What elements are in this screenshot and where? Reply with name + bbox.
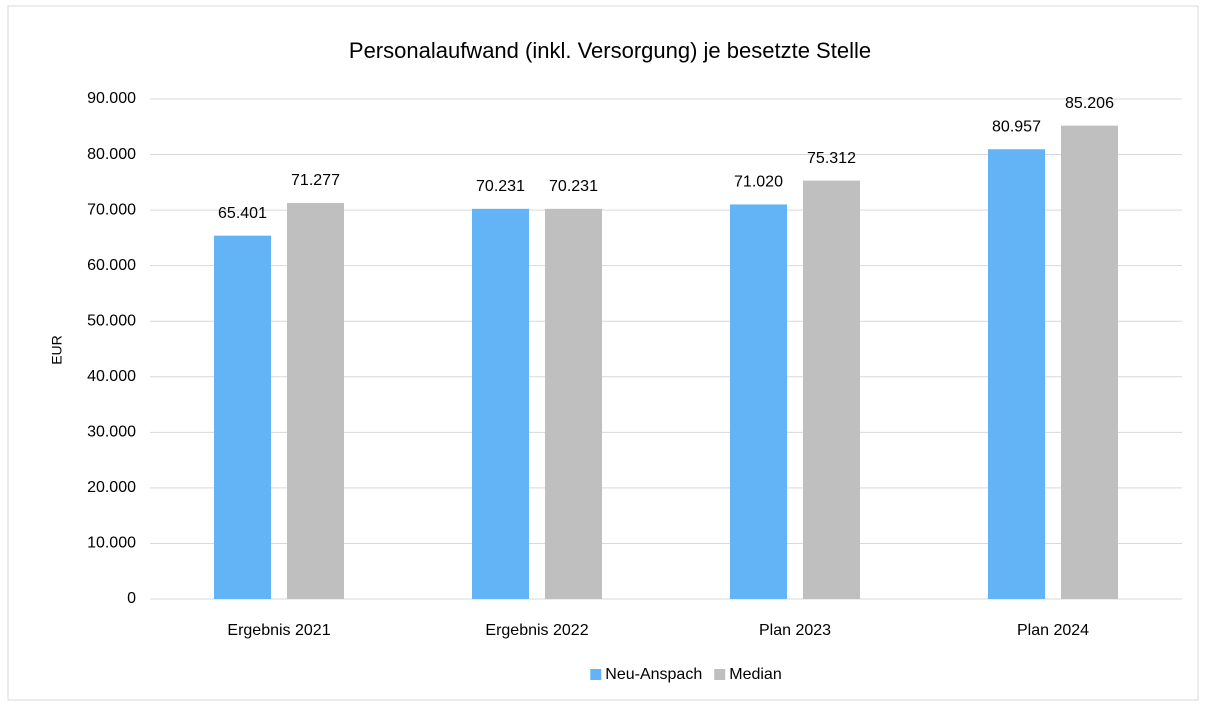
- legend-label: Median: [729, 666, 781, 683]
- x-tick-label: Ergebnis 2021: [227, 622, 330, 639]
- y-tick-label: 30.000: [87, 424, 136, 441]
- bar: [287, 203, 344, 599]
- x-tick-label: Ergebnis 2022: [485, 622, 588, 639]
- y-tick-label: 60.000: [87, 257, 136, 274]
- x-tick-label: Plan 2023: [759, 622, 831, 639]
- y-tick-label: 20.000: [87, 479, 136, 496]
- legend-swatch: [714, 669, 726, 680]
- data-label: 85.206: [1065, 95, 1114, 112]
- y-tick-label: 50.000: [87, 312, 136, 329]
- chart-title: Personalaufwand (inkl. Versorgung) je be…: [349, 38, 871, 63]
- data-label: 70.231: [549, 178, 598, 195]
- x-tick-label: Plan 2024: [1017, 622, 1089, 639]
- bar: [803, 180, 860, 599]
- data-label: 65.401: [218, 205, 267, 222]
- bar: [472, 208, 529, 600]
- y-axis-label: EUR: [49, 335, 65, 365]
- bar: [1061, 125, 1118, 599]
- bar: [545, 208, 602, 600]
- y-tick-label: 80.000: [87, 146, 136, 163]
- data-label: 71.020: [734, 174, 783, 191]
- y-tick-label: 10.000: [87, 535, 136, 552]
- data-label: 70.231: [476, 178, 525, 195]
- data-label: 71.277: [291, 172, 340, 189]
- legend-label: Neu-Anspach: [605, 666, 702, 683]
- bar: [214, 235, 271, 599]
- y-tick-label: 0: [127, 590, 136, 607]
- y-tick-label: 90.000: [87, 90, 136, 107]
- y-tick-label: 40.000: [87, 368, 136, 385]
- bar: [988, 149, 1045, 599]
- legend-swatch: [590, 669, 602, 680]
- y-tick-label: 70.000: [87, 201, 136, 218]
- bar: [730, 204, 787, 599]
- data-label: 75.312: [807, 150, 856, 167]
- data-label: 80.957: [992, 118, 1041, 135]
